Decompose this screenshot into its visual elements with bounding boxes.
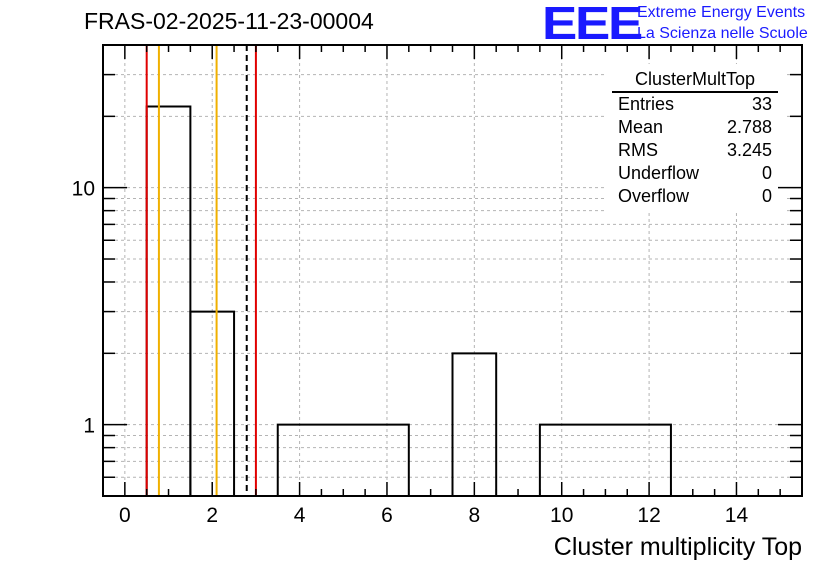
histogram-bin [189, 310, 236, 496]
stats-value: 2.788 [726, 117, 772, 137]
x-axis-label: Cluster multiplicity Top [553, 533, 802, 561]
stats-value: 0 [761, 163, 772, 183]
stats-label: Underflow [618, 163, 700, 183]
stats-box-background [606, 64, 784, 212]
logo-line-1: Extreme Energy Events [637, 4, 806, 21]
x-tick-label: 4 [294, 504, 306, 527]
stats-box: ClusterMultTop Entries 33 Mean 2.788 RMS… [612, 68, 778, 208]
y-tick-label: 1 [83, 415, 95, 438]
histogram-bin [538, 423, 672, 496]
stats-row-rms: RMS 3.245 [612, 139, 778, 162]
x-tick-label: 0 [119, 504, 131, 527]
stats-row-entries: Entries 33 [612, 93, 778, 116]
eee-logo: EEE [542, 0, 643, 49]
y-tick-label: 10 [72, 178, 95, 201]
histogram-bin [145, 105, 192, 496]
stats-row-mean: Mean 2.788 [612, 116, 778, 139]
stats-label: RMS [618, 140, 658, 160]
x-tick-label: 12 [637, 504, 660, 527]
stats-label: Overflow [618, 186, 690, 206]
histogram-bin [451, 352, 498, 496]
histogram-bin [276, 423, 410, 496]
x-tick-label: 10 [550, 504, 573, 527]
x-tick-label: 6 [381, 504, 393, 527]
x-tick-label: 2 [206, 504, 218, 527]
stats-label: Entries [618, 94, 675, 114]
logo-line-2: La Scienza nelle Scuole [637, 25, 808, 42]
stats-label: Mean [618, 117, 664, 137]
stats-row-overflow: Overflow 0 [612, 185, 778, 208]
plot-title: FRAS-02-2025-11-23-00004 [84, 8, 374, 34]
x-tick-label: 8 [469, 504, 481, 527]
stats-box-title: ClusterMultTop [612, 68, 778, 93]
stats-value: 0 [761, 186, 772, 206]
x-tick-label: 14 [725, 504, 749, 527]
stats-row-underflow: Underflow 0 [612, 162, 778, 185]
stats-value: 33 [751, 94, 772, 114]
stats-value: 3.245 [726, 140, 772, 160]
